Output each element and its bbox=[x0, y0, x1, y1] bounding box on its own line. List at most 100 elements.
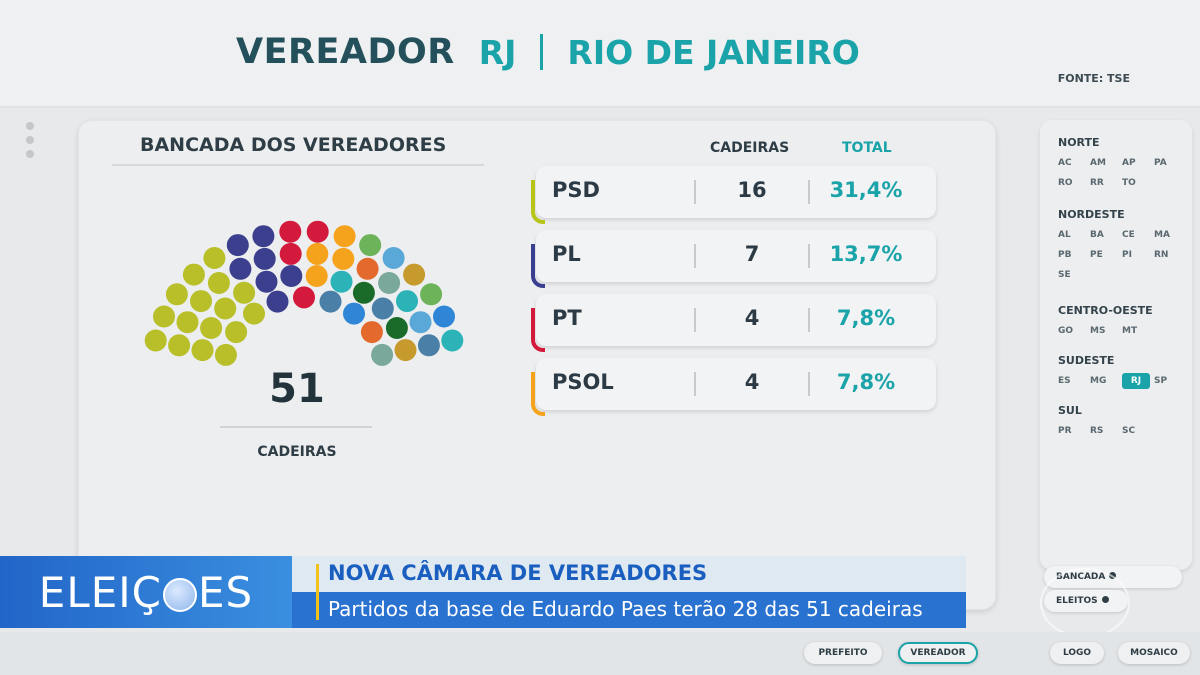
seat-dot bbox=[165, 283, 188, 306]
vereador-button[interactable]: VEREADOR bbox=[898, 642, 978, 664]
seat-dot bbox=[409, 311, 432, 334]
globo-watermark-icon bbox=[1040, 568, 1130, 638]
party-name: PSD bbox=[552, 178, 600, 202]
row-divider bbox=[808, 180, 810, 204]
state-rr[interactable]: RR bbox=[1090, 178, 1104, 188]
seat-dot bbox=[207, 272, 230, 294]
state-ap[interactable]: AP bbox=[1122, 158, 1136, 168]
region-name: CENTRO-OESTE bbox=[1058, 304, 1153, 317]
region-name: SUL bbox=[1058, 404, 1082, 417]
state-es[interactable]: ES bbox=[1058, 376, 1071, 386]
seat-dot bbox=[168, 334, 191, 357]
state-rn[interactable]: RN bbox=[1154, 250, 1169, 260]
party-color-marker bbox=[531, 244, 545, 288]
subline: Partidos da base de Eduardo Paes terão 2… bbox=[328, 597, 923, 621]
state-to[interactable]: TO bbox=[1122, 178, 1136, 188]
seat-dot bbox=[441, 329, 464, 352]
state-ba[interactable]: BA bbox=[1090, 230, 1104, 240]
state-go[interactable]: GO bbox=[1058, 326, 1074, 336]
row-divider bbox=[808, 308, 810, 332]
header-bar: VEREADOR RJ RIO DE JANEIRO FONTE: TSE bbox=[0, 0, 1200, 108]
region-sul: SUL PR RS SC bbox=[1058, 404, 1188, 439]
state-rj[interactable]: RJ bbox=[1122, 373, 1150, 389]
region-nordeste: NORDESTE AL BA CE MA PB PE PI RN SE bbox=[1058, 208, 1188, 283]
total-seats-label: CADEIRAS bbox=[257, 444, 337, 460]
party-color-marker bbox=[531, 308, 545, 352]
seat-dot bbox=[433, 305, 455, 328]
state-pi[interactable]: PI bbox=[1122, 250, 1132, 260]
region-centro-oeste: CENTRO-OESTE GO MS MT bbox=[1058, 304, 1188, 339]
total-seats: 51 bbox=[269, 366, 325, 412]
seat-dot bbox=[371, 343, 394, 366]
title-uf: RJ bbox=[478, 32, 517, 72]
state-pb[interactable]: PB bbox=[1058, 250, 1072, 260]
seat-dot bbox=[279, 220, 302, 243]
more-menu-icon[interactable] bbox=[26, 122, 36, 164]
seat-dot bbox=[191, 339, 214, 362]
party-row-pt[interactable]: PT 4 7,8% bbox=[531, 294, 936, 352]
party-color-marker bbox=[531, 372, 545, 416]
title-city: RIO DE JANEIRO bbox=[567, 32, 860, 72]
seat-dot bbox=[280, 265, 303, 287]
state-ac[interactable]: AC bbox=[1058, 158, 1072, 168]
party-percent: 7,8% bbox=[836, 306, 896, 330]
state-sc[interactable]: SC bbox=[1122, 426, 1136, 436]
seat-dot bbox=[330, 270, 353, 293]
row-divider bbox=[694, 308, 696, 332]
banner-accent-divider bbox=[316, 564, 319, 620]
seat-dot bbox=[182, 263, 205, 286]
party-row-pl[interactable]: PL 7 13,7% bbox=[531, 230, 936, 288]
state-ro[interactable]: RO bbox=[1058, 178, 1073, 188]
seat-dot bbox=[229, 257, 252, 280]
seat-dot bbox=[190, 290, 212, 313]
seat-dot bbox=[279, 242, 302, 265]
state-mt[interactable]: MT bbox=[1122, 326, 1138, 336]
state-ce[interactable]: CE bbox=[1122, 230, 1135, 240]
seat-dot bbox=[176, 311, 199, 334]
hemicycle-chart bbox=[144, 220, 464, 366]
seat-dot bbox=[371, 297, 394, 320]
state-pa[interactable]: PA bbox=[1154, 158, 1167, 168]
seat-dot bbox=[253, 247, 276, 270]
seat-dot bbox=[319, 290, 342, 313]
party-row-psd[interactable]: PSD 16 31,4% bbox=[531, 166, 936, 224]
bottom-nav-bar bbox=[0, 632, 1200, 675]
seat-dot bbox=[306, 220, 329, 243]
eleicoes-logo: ELEIÇ ES bbox=[0, 556, 292, 628]
seat-dot bbox=[233, 281, 256, 304]
seat-dot bbox=[306, 242, 329, 265]
region-name: NORDESTE bbox=[1058, 208, 1125, 221]
state-ma[interactable]: MA bbox=[1154, 230, 1170, 240]
seat-dot bbox=[144, 329, 167, 352]
lower-third-banner: ELEIÇ ES NOVA CÂMARA DE VEREADORES Partid… bbox=[0, 556, 966, 628]
seat-dot bbox=[420, 283, 443, 306]
state-am[interactable]: AM bbox=[1090, 158, 1106, 168]
prefeito-button[interactable]: PREFEITO bbox=[804, 642, 882, 664]
state-mg[interactable]: MG bbox=[1090, 376, 1107, 386]
state-al[interactable]: AL bbox=[1058, 230, 1071, 240]
seat-dot bbox=[417, 334, 440, 357]
state-sp[interactable]: SP bbox=[1154, 376, 1168, 386]
seat-dot bbox=[359, 234, 382, 257]
state-se[interactable]: SE bbox=[1058, 270, 1071, 280]
party-percent: 31,4% bbox=[829, 178, 903, 202]
state-rs[interactable]: RS bbox=[1090, 426, 1104, 436]
party-percent: 13,7% bbox=[829, 242, 903, 266]
party-seats: 4 bbox=[744, 370, 760, 394]
bancada-title: BANCADA DOS VEREADORES bbox=[140, 134, 447, 156]
seat-dot bbox=[226, 234, 249, 257]
total-divider bbox=[220, 426, 372, 428]
state-pe[interactable]: PE bbox=[1090, 250, 1103, 260]
seat-dot bbox=[266, 290, 289, 313]
seat-dot bbox=[356, 257, 379, 280]
state-ms[interactable]: MS bbox=[1090, 326, 1106, 336]
party-name: PSOL bbox=[552, 370, 614, 394]
party-row-psol[interactable]: PSOL 4 7,8% bbox=[531, 358, 936, 416]
state-pr[interactable]: PR bbox=[1058, 426, 1072, 436]
mosaico-button[interactable]: MOSAICO bbox=[1118, 642, 1190, 664]
headline: NOVA CÂMARA DE VEREADORES bbox=[328, 561, 708, 585]
state-selector-panel bbox=[1040, 120, 1192, 570]
region-name: NORTE bbox=[1058, 136, 1100, 149]
logo-button[interactable]: LOGO bbox=[1050, 642, 1104, 664]
party-seats: 4 bbox=[744, 306, 760, 330]
